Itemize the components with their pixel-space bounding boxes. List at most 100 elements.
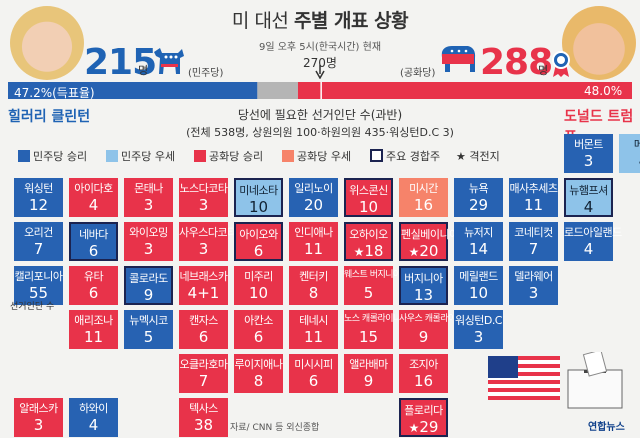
legend-label: 공화당 승리 [209, 150, 264, 163]
state-name: 뉴멕시코 [129, 314, 168, 327]
state-tile: 로드아일랜드 4 [564, 222, 622, 261]
state-tile: 몬태나 3 [124, 178, 173, 217]
state-electoral-votes: 55 [14, 286, 63, 301]
state-ev-value: 14 [468, 240, 489, 258]
state-tile: 하와이 4 [69, 398, 118, 437]
state-name: 앨라배마 [349, 358, 388, 371]
legend-swatch [282, 150, 294, 162]
state-ev-value: 11 [523, 196, 544, 214]
state-electoral-votes: 11 [289, 242, 338, 257]
ballot-box-icon [567, 352, 623, 409]
state-name: 네바다 [79, 228, 108, 241]
state-name: 콜로라도 [129, 272, 168, 285]
state-tile: 애리조나 11 [69, 310, 118, 349]
state-name: 뉴욕 [468, 182, 489, 195]
state-electoral-votes: 16 [399, 198, 448, 213]
state-ev-value: 5 [143, 328, 154, 346]
state-name: 로드아일랜드 [564, 226, 622, 239]
legend-label: 민주당 우세 [121, 150, 176, 163]
state-electoral-votes: 3 [564, 154, 613, 169]
state-electoral-votes: 38 [179, 418, 228, 433]
state-ev-value: 13 [413, 286, 434, 304]
state-tile: 뉴멕시코 5 [124, 310, 173, 349]
rep-party-label: (공화당) [400, 68, 436, 79]
state-electoral-votes: 14 [454, 242, 503, 257]
legend-item-rep-win: 공화당 승리 [194, 148, 263, 164]
state-electoral-votes: 15 [344, 330, 393, 345]
legend-item-dem-lean: 민주당 우세 [106, 148, 175, 164]
state-ev-value: 4 [88, 416, 99, 434]
state-tile: 앨라배마 9 [344, 354, 393, 393]
state-ev-value: 18 [364, 242, 384, 260]
state-ev-value: 3 [33, 416, 44, 434]
state-name: 노스 캐롤라이나 [344, 314, 401, 324]
page-title: 미 대선 주별 개표 상황 [0, 6, 640, 33]
state-electoral-votes: 6 [71, 244, 116, 259]
state-ev-value: 6 [198, 328, 209, 346]
state-tile: 메릴랜드 10 [454, 266, 503, 305]
flag-ballot-illustration [488, 352, 623, 409]
state-ev-value: 11 [83, 328, 104, 346]
state-electoral-votes: 16 [399, 374, 448, 389]
state-name: 루이지애나 [234, 358, 283, 371]
state-electoral-votes: 4 [564, 242, 613, 257]
dem-party-label: (민주당) [188, 68, 224, 79]
state-ev-value: 10 [248, 198, 269, 216]
threshold-label: 270명 [303, 56, 337, 70]
state-electoral-votes: 3 [124, 242, 173, 257]
state-ev-value: 3 [198, 196, 209, 214]
state-electoral-votes: 7 [14, 242, 63, 257]
state-tile: 캘리포니아 55 [14, 266, 63, 305]
state-name: 워싱턴 [24, 182, 53, 195]
legend-label: 민주당 승리 [33, 150, 88, 163]
state-electoral-votes: ★18 [346, 244, 391, 259]
map-note: 선거인단 수 [10, 302, 55, 312]
state-name: 코네티컷 [514, 226, 553, 239]
state-ev-value: 55 [28, 284, 49, 302]
state-electoral-votes: 5 [344, 286, 393, 301]
state-name: 일리노이 [294, 182, 333, 195]
legend-item-key-state: 주요 경합주 [370, 148, 440, 164]
state-name: 하와이 [79, 402, 108, 415]
state-ev-value: 7 [33, 240, 44, 258]
state-electoral-votes: 10 [454, 286, 503, 301]
state-electoral-votes: 11 [69, 330, 118, 345]
state-name: 펜실베이니아 [401, 228, 459, 241]
state-tile: 미시시피 6 [289, 354, 338, 393]
state-electoral-votes: 6 [234, 330, 283, 345]
state-tile: 미주리 10 [234, 266, 283, 305]
state-tile: 오리건 7 [14, 222, 63, 261]
state-ev-value: 3 [198, 240, 209, 258]
state-name: 아칸소 [244, 314, 273, 327]
state-name: 델라웨어 [514, 270, 553, 283]
requirement-title: 당선에 필요한 선거인단 수(과반) [237, 108, 403, 122]
state-ev-value: 10 [358, 198, 379, 216]
state-name: 뉴저지 [464, 226, 493, 239]
state-ev-value: 9 [418, 328, 429, 346]
state-name: 사우스다코타 [179, 226, 237, 239]
star-icon: ★ [353, 245, 365, 259]
state-tile: 사우스다코타 3 [179, 222, 237, 261]
subtitle: 9일 오후 5시(한국시간) 현재 [258, 42, 382, 53]
state-electoral-votes: 7 [509, 242, 558, 257]
state-name: 캔자스 [189, 314, 218, 327]
state-tile: 노스 캐롤라이나 15 [344, 310, 401, 349]
state-ev-value: 4 [88, 196, 99, 214]
state-tile: 오클라호마 7 [179, 354, 228, 393]
state-ev-value: 3 [143, 196, 154, 214]
state-name: 몬태나 [134, 182, 163, 195]
star-icon: ★ [408, 421, 420, 435]
state-tile: 오하이오 ★18 [344, 222, 393, 261]
legend-item-battleground: ★ 격전지 [456, 148, 500, 164]
legend-item-rep-lean: 공화당 우세 [282, 148, 351, 164]
agency-credit: 연합뉴스 [588, 422, 625, 433]
state-ev-value: 6 [308, 372, 319, 390]
state-tile: 펜실베이니아 ★20 [399, 222, 459, 261]
rep-electoral-votes: 288 [480, 42, 553, 83]
state-electoral-votes: 3 [124, 198, 173, 213]
clinton-portrait [10, 6, 84, 80]
dem-electoral-votes: 215 [84, 42, 157, 83]
state-tile: 워싱턴 12 [14, 178, 63, 217]
rep-popular-vote: 48.0% [584, 84, 623, 98]
legend-label: 주요 경합주 [386, 150, 441, 163]
